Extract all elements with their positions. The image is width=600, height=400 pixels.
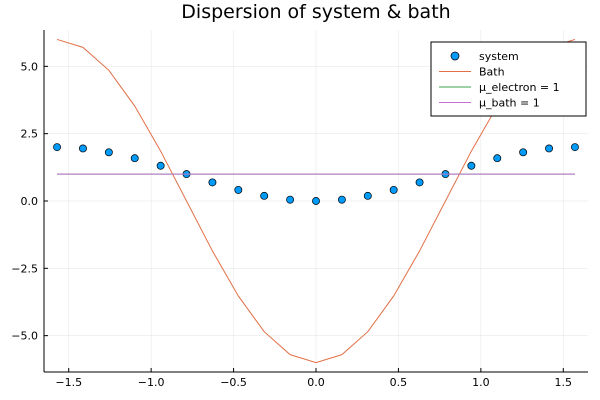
legend-label-0: system: [479, 50, 519, 63]
series-0-point-1: [79, 144, 87, 153]
series-0-point-4: [156, 161, 165, 170]
series-0-point-0: [53, 143, 62, 152]
series-0-point-16: [467, 161, 476, 170]
legend-marker-0: [450, 51, 460, 61]
x-tick-label-2: −0.5: [220, 376, 247, 389]
series-0-point-6: [208, 178, 217, 187]
series-0-point-11: [337, 195, 346, 204]
y-tick-label-2: 0.0: [21, 195, 39, 208]
series-0-point-10: [312, 197, 320, 205]
y-tick-label-4: 5.0: [21, 60, 39, 73]
x-tick-label-0: −1.5: [55, 376, 82, 389]
legend-label-3: μ_bath = 1: [479, 97, 540, 110]
axes-layer: −1.5 −1.0 −0.5 0.0 0.5 1.0 1.5 −5.0 −2.5 0.0 2.5 5.…: [11, 30, 588, 389]
series-0-point-3: [130, 154, 139, 163]
series-0-point-20: [570, 143, 579, 152]
series-0-point-18: [519, 148, 528, 157]
legend-label-2: μ_electron = 1: [479, 81, 560, 94]
series-0-point-7: [234, 185, 243, 194]
x-tick-label-1: −1.0: [138, 376, 165, 389]
chart-title: Dispersion of system & bath: [181, 1, 450, 23]
series-0-point-19: [545, 144, 553, 153]
series-0-point-12: [363, 191, 372, 200]
series-1-line: [56, 38, 576, 364]
series-0-point-2: [104, 148, 113, 157]
y-tick-label-0: −5.0: [11, 330, 38, 343]
series-0-point-8: [260, 191, 269, 200]
legend-label-1: Bath: [479, 66, 505, 79]
series-0-point-13: [389, 185, 398, 194]
x-tick-label-3: 0.0: [307, 376, 325, 389]
series-0-point-17: [493, 154, 502, 163]
x-tick-label-5: 1.0: [472, 376, 490, 389]
series-layer: [53, 38, 579, 364]
y-tick-label-1: −2.5: [11, 262, 38, 275]
x-tick-label-4: 0.5: [390, 376, 408, 389]
legend: system Bath μ_electron = 1 μ_bath = 1: [430, 41, 587, 117]
series-0-point-9: [286, 195, 295, 204]
x-tick-label-6: 1.5: [555, 376, 573, 389]
series-0-point-14: [415, 178, 424, 187]
y-tick-label-3: 2.5: [21, 128, 39, 141]
